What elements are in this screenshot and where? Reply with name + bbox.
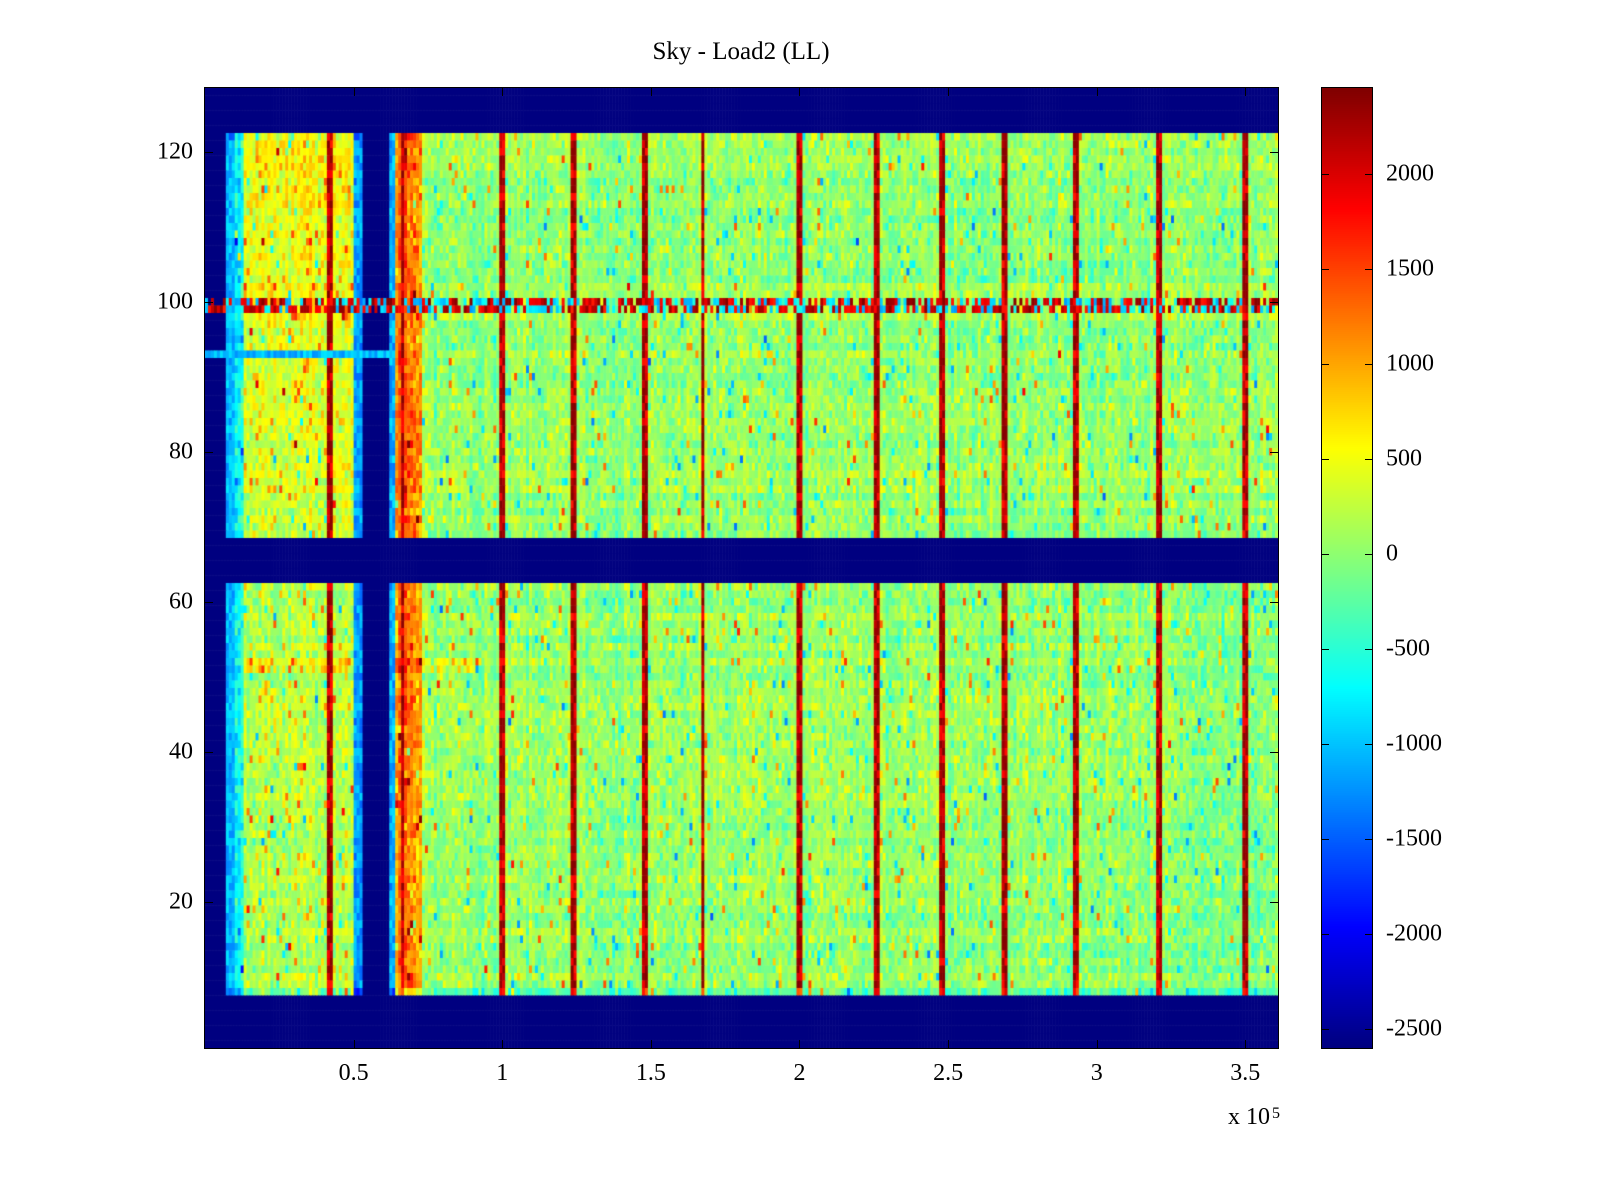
y-tick-mark: [1270, 751, 1278, 753]
chart-title: Sky - Load2 (LL): [652, 38, 830, 65]
y-tick-label: 80: [169, 438, 193, 465]
colorbar-tick-label: -2500: [1386, 1015, 1442, 1042]
colorbar-tick-mark: [1322, 268, 1329, 270]
y-tick-mark: [1270, 901, 1278, 903]
heatmap-canvas: [205, 88, 1278, 1048]
colorbar-tick-label: 1500: [1386, 255, 1434, 282]
x-axis-exponent: x 10 5: [1228, 1104, 1280, 1131]
exponent-power: 5: [1272, 1105, 1280, 1122]
x-tick-mark: [650, 88, 652, 96]
x-tick-mark: [353, 1040, 355, 1048]
colorbar-tick-label: 0: [1386, 540, 1398, 567]
x-tick-label: 1: [496, 1060, 509, 1086]
y-tick-mark: [1270, 601, 1278, 603]
x-tick-label: 3.5: [1230, 1060, 1261, 1086]
colorbar-tick-label: 1000: [1386, 350, 1434, 377]
x-tick-mark: [799, 1040, 801, 1048]
colorbar-tick-mark: [1322, 458, 1329, 460]
y-tick-label: 40: [169, 738, 193, 765]
colorbar-tick-label: -1000: [1386, 730, 1442, 757]
colorbar-tick-mark: [1365, 933, 1372, 935]
colorbar-tick-mark: [1365, 648, 1372, 650]
y-tick-mark: [1270, 301, 1278, 303]
colorbar-tick-label: 500: [1386, 445, 1422, 472]
x-tick-label: 0.5: [338, 1060, 369, 1086]
x-tick-label: 2.5: [933, 1060, 964, 1086]
colorbar-tick-mark: [1365, 743, 1372, 745]
x-tick-label: 2: [793, 1060, 806, 1086]
colorbar: [1321, 87, 1373, 1049]
colorbar-tick-mark: [1322, 838, 1329, 840]
colorbar-tick-label: -1500: [1386, 825, 1442, 852]
y-tick-mark: [1270, 451, 1278, 453]
colorbar-tick-mark: [1322, 363, 1329, 365]
x-tick-mark: [353, 88, 355, 96]
colorbar-tick-label: -2000: [1386, 920, 1442, 947]
x-tick-mark: [948, 1040, 950, 1048]
y-tick-mark: [205, 301, 213, 303]
x-tick-label: 1.5: [635, 1060, 666, 1086]
colorbar-tick-mark: [1365, 553, 1372, 555]
y-tick-label: 60: [169, 588, 193, 615]
y-tick-mark: [1270, 151, 1278, 153]
colorbar-tick-mark: [1322, 173, 1329, 175]
y-tick-label: 100: [157, 288, 193, 315]
heatmap-plot: [204, 87, 1279, 1049]
y-tick-mark: [205, 601, 213, 603]
y-tick-label: 20: [169, 888, 193, 915]
colorbar-tick-label: 2000: [1386, 160, 1434, 187]
x-tick-mark: [799, 88, 801, 96]
colorbar-tick-mark: [1365, 363, 1372, 365]
y-tick-label: 120: [157, 138, 193, 165]
y-tick-mark: [205, 751, 213, 753]
colorbar-tick-mark: [1365, 458, 1372, 460]
x-tick-mark: [502, 88, 504, 96]
colorbar-canvas: [1322, 88, 1372, 1048]
x-tick-label: 3: [1090, 1060, 1103, 1086]
colorbar-tick-mark: [1365, 268, 1372, 270]
x-tick-mark: [1096, 88, 1098, 96]
x-tick-mark: [502, 1040, 504, 1048]
x-tick-mark: [650, 1040, 652, 1048]
x-tick-mark: [948, 88, 950, 96]
colorbar-tick-mark: [1365, 173, 1372, 175]
colorbar-tick-label: -500: [1386, 635, 1430, 662]
y-tick-mark: [205, 901, 213, 903]
x-tick-mark: [1245, 88, 1247, 96]
colorbar-tick-mark: [1322, 553, 1329, 555]
y-tick-mark: [205, 451, 213, 453]
colorbar-tick-mark: [1322, 648, 1329, 650]
colorbar-tick-mark: [1365, 1028, 1372, 1030]
colorbar-tick-mark: [1365, 838, 1372, 840]
colorbar-tick-mark: [1322, 1028, 1329, 1030]
colorbar-tick-mark: [1322, 743, 1329, 745]
x-tick-mark: [1096, 1040, 1098, 1048]
y-tick-mark: [205, 151, 213, 153]
exponent-base: x 10: [1228, 1104, 1270, 1130]
x-tick-mark: [1245, 1040, 1247, 1048]
colorbar-tick-mark: [1322, 933, 1329, 935]
